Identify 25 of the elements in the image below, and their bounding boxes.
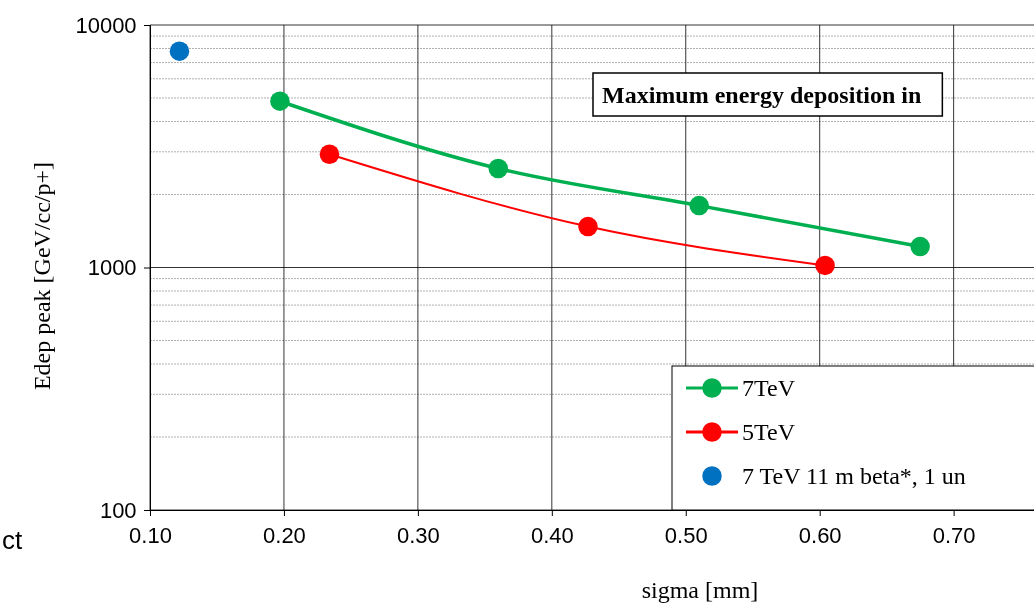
point bbox=[270, 91, 290, 111]
y-tick-label: 10000 bbox=[75, 12, 137, 38]
x-tick-label: 0.50 bbox=[664, 523, 708, 549]
legend-label: 7 TeV 11 m beta*, 1 un bbox=[742, 463, 966, 489]
legend-label: 7TeV bbox=[742, 375, 796, 401]
annotation: Maximum energy deposition in bbox=[602, 82, 922, 108]
point bbox=[578, 216, 598, 237]
point bbox=[169, 41, 190, 61]
legend-label: 5TeV bbox=[742, 419, 796, 445]
point bbox=[910, 236, 930, 257]
x-tick-label: 0.60 bbox=[798, 523, 842, 549]
point bbox=[488, 158, 509, 179]
y-tick-label: 100 bbox=[99, 497, 137, 523]
y-axis-title: Edep peak [GeV/cc/p+] bbox=[29, 161, 55, 391]
text: ct bbox=[2, 525, 23, 555]
point bbox=[815, 255, 835, 276]
x-tick-label: 0.20 bbox=[263, 523, 306, 549]
x-tick-label: 0.70 bbox=[932, 523, 976, 549]
y-tick-label: 1000 bbox=[87, 255, 137, 281]
point bbox=[689, 195, 709, 216]
x-axis-title: sigma [mm] bbox=[641, 577, 759, 603]
x-tick-label: 0.10 bbox=[129, 523, 172, 549]
x-tick-label: 0.30 bbox=[396, 523, 440, 549]
point bbox=[319, 144, 340, 165]
x-tick-label: 0.40 bbox=[530, 523, 574, 549]
